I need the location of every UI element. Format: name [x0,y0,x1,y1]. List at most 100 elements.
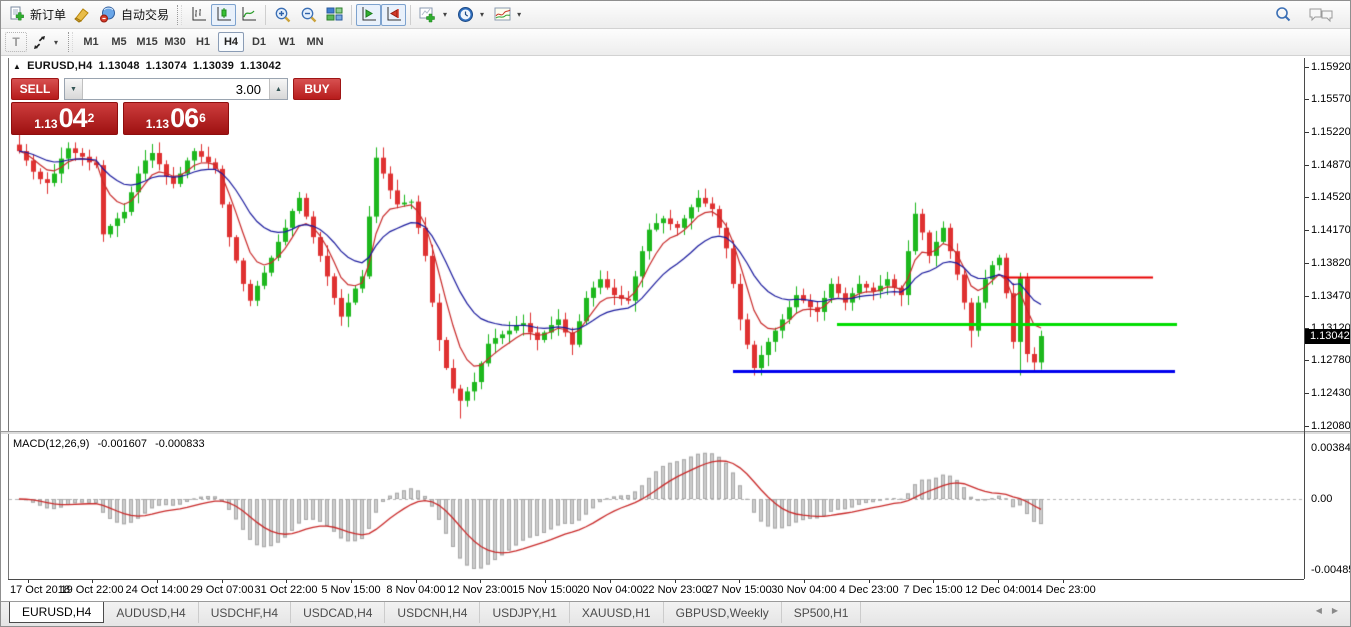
collapse-marker-icon[interactable]: ▲ [13,61,22,71]
line-chart-mode-button[interactable] [236,4,261,26]
time-axis-label: 17 Oct 2018 [10,584,70,596]
time-axis-label: 5 Nov 15:00 [321,584,381,596]
toolbar-separator [410,4,412,25]
time-axis-tick [480,580,481,583]
tab-scroll-right-icon[interactable]: ▶ [1331,606,1338,615]
price-axis-label: 1.15570 [1311,93,1351,105]
text-tool-button[interactable]: T [5,32,27,52]
time-axis-tick [869,580,870,583]
chat-icon[interactable] [1308,6,1334,24]
auto-scroll-button[interactable] [356,3,382,26]
macd-label: MACD(12,26,9) -0.001607 -0.000833 [13,438,205,450]
tab-scroll-left-icon[interactable]: ◀ [1315,606,1322,615]
line-chart-icon [242,7,257,21]
price-axis-tick [1305,360,1309,361]
timeframe-m5[interactable]: M5 [111,36,127,48]
price-axis-label: 1.14520 [1311,191,1351,203]
volume-stepper: ▼ ▲ [64,78,288,100]
indicators-dropdown-arrow[interactable]: ▾ [443,10,448,19]
new-order-icon [10,6,24,21]
price-axis-label: 1.13470 [1311,290,1351,302]
toolbar-drag-handle[interactable] [177,4,183,25]
bar-chart-mode-button[interactable] [186,4,211,26]
styler-button[interactable] [70,4,95,26]
autotrading-button[interactable]: 自动交易 [95,4,173,26]
symbol-tab-xauusd-h1[interactable]: XAUUSD,H1 [570,602,664,623]
time-axis-label: 30 Nov 04:00 [771,584,837,596]
periods-button[interactable]: ▾ [453,4,490,26]
symbol-tab-usdcnh-h4[interactable]: USDCNH,H4 [385,602,481,623]
new-order-button[interactable]: 新订单 [5,4,70,26]
timeframe-mn[interactable]: MN [306,36,324,48]
zoom-in-button[interactable] [270,4,296,26]
sell-price-big: 04 [58,103,88,133]
price-axis-tick [1305,328,1309,329]
time-axis-tick [416,580,417,583]
one-click-trade-panel: SELL ▼ ▲ BUY 1.13 04 2 1.13 06 6 [11,78,341,135]
symbol-tab-eurusd-h4[interactable]: EURUSD,H4 [9,602,105,623]
timeframe-h4[interactable]: H4 [218,32,245,52]
buy-button[interactable]: BUY [293,78,341,100]
symbol-tabs: EURUSD,H4 AUDUSD,H4 USDCHF,H4 USDCAD,H4 USDC… [9,602,862,623]
timeframe-w1[interactable]: W1 [278,36,296,48]
symbol-tab-bar: EURUSD,H4 AUDUSD,H4 USDCHF,H4 USDCAD,H4 USDC… [1,601,1350,626]
timeframe-d1[interactable]: D1 [251,36,267,48]
symbol-tab-usdcad-h4[interactable]: USDCAD,H4 [291,602,386,623]
toolbar-drag-handle[interactable] [68,32,74,52]
auto-scroll-icon [362,7,377,21]
indicators-icon [419,7,435,23]
timeframe-m1[interactable]: M1 [83,36,99,48]
price-axis-tick [1305,393,1309,394]
current-price-tag: 1.13042 [1305,329,1350,344]
time-axis-label: 15 Nov 15:00 [512,584,578,596]
timeframe-h1[interactable]: H1 [195,36,211,48]
price-axis-tick [1305,263,1309,264]
sell-price-display[interactable]: 1.13 04 2 [11,102,118,135]
price-axis-tick [1305,197,1309,198]
cursor-dropdown-arrow[interactable]: ▾ [54,37,59,47]
time-axis-tick [675,580,676,583]
symbol-tab-usdchf-h4[interactable]: USDCHF,H4 [199,602,292,623]
price-axis-tick [1305,296,1309,297]
volume-increase-button[interactable]: ▲ [269,79,287,99]
time-axis-label: 29 Oct 07:00 [190,584,254,596]
sell-price-sup: 2 [87,111,95,125]
candlestick-icon [217,7,232,21]
symbol-tab-gbpusd-weekly[interactable]: GBPUSD,Weekly [664,602,782,623]
symbol-tab-audusd-h4[interactable]: AUDUSD,H4 [104,602,199,623]
buy-price-display[interactable]: 1.13 06 6 [122,102,229,135]
templates-button[interactable]: ▾ [490,4,527,26]
price-axis-tick [1305,165,1309,166]
search-icon[interactable] [1274,6,1292,24]
time-axis-tick [610,580,611,583]
time-axis-tick [157,580,158,583]
timeframe-m30[interactable]: M30 [164,36,186,48]
symbol-tab-sp500-h1[interactable]: SP500,H1 [782,602,862,623]
periods-dropdown-arrow[interactable]: ▾ [480,10,485,19]
symbol-tab-usdjpy-h1[interactable]: USDJPY,H1 [480,602,570,623]
time-axis-tick [998,580,999,583]
timeframe-bar: M1 M5 M15 M30 H1 H4 D1 W1 MN [77,32,329,52]
tile-windows-button[interactable] [322,4,347,26]
time-axis-label: 14 Dec 23:00 [1030,584,1096,596]
time-axis-label: 12 Dec 04:00 [965,584,1031,596]
templates-dropdown-arrow[interactable]: ▾ [517,10,522,19]
time-axis-label: 7 Dec 15:00 [903,584,963,596]
buy-price-big: 06 [170,103,199,133]
volume-input[interactable] [83,79,269,99]
macd-indicator-canvas[interactable] [8,434,1304,579]
chart-window: 1.13042 1.15920 1.15570 1.15220 1.14870 1.14… [1,56,1350,601]
cursor-tool-button[interactable]: ▾ [27,31,64,53]
sell-button[interactable]: SELL [11,78,59,100]
indicators-button[interactable]: ▾ [415,4,453,26]
chart-shift-button[interactable] [381,3,407,26]
volume-decrease-button[interactable]: ▼ [65,79,83,99]
zoom-out-button[interactable] [296,4,322,26]
pane-splitter[interactable] [1,431,1350,434]
tile-windows-icon [326,7,343,21]
text-tool-glyph: T [12,35,20,49]
zoom-out-icon [301,7,317,22]
candlestick-mode-button[interactable] [211,3,237,26]
timeframe-m15[interactable]: M15 [136,36,158,48]
time-axis-label: 20 Nov 04:00 [577,584,643,596]
